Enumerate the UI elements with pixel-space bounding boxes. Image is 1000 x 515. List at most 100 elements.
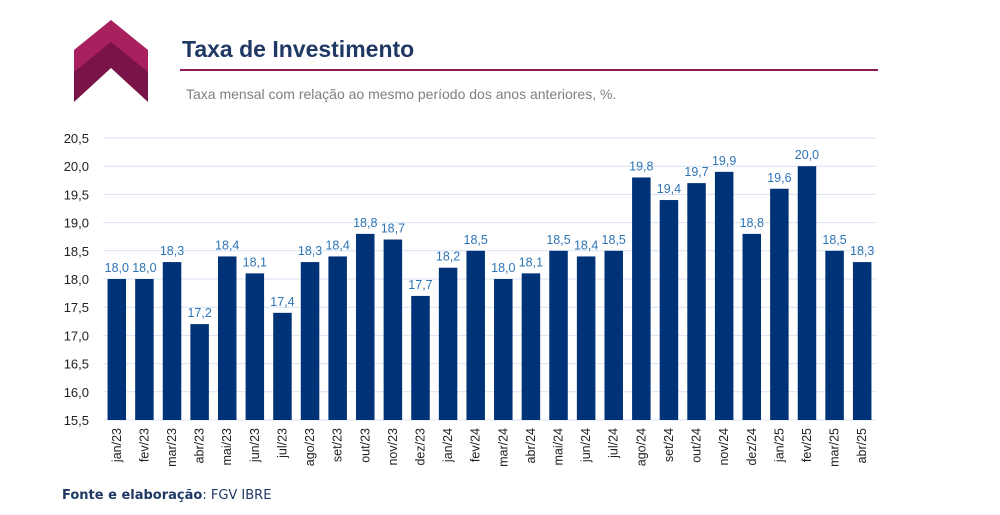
x-tick-label: mar/24 — [496, 428, 510, 467]
x-tick-label: mar/25 — [828, 428, 842, 467]
data-label: 18,5 — [822, 233, 846, 247]
data-label: 18,7 — [381, 222, 405, 236]
data-label: 18,1 — [243, 255, 267, 269]
bar — [273, 312, 292, 420]
bar — [466, 250, 485, 420]
x-tick-label: jan/24 — [441, 428, 455, 463]
data-label: 18,1 — [519, 255, 543, 269]
bar — [245, 273, 265, 420]
x-tick-label: set/24 — [662, 428, 676, 462]
x-tick-label: mar/23 — [165, 428, 179, 467]
data-label: 18,4 — [574, 238, 598, 252]
x-tick-label: out/24 — [690, 428, 704, 463]
bar — [549, 250, 568, 420]
data-label: 18,3 — [850, 244, 874, 258]
source-label: Fonte e elaboração — [62, 488, 203, 503]
y-axis-ticks: 15,5 16,0 16,5 17,0 17,5 18,0 18,5 19,0 19,5 20,0… — [64, 131, 89, 428]
data-labels: 18,0 18,018,317,218,418,117,418,3 18,418,8… — [105, 148, 875, 320]
x-axis-ticks: jan/23 fev/23 mar/23 abr/23 mai/23 jun/23 jul/… — [110, 428, 869, 467]
x-tick-label: dez/24 — [745, 428, 759, 466]
bar — [300, 262, 320, 420]
bar — [742, 233, 762, 420]
bar — [770, 188, 789, 420]
x-tick-label: fev/23 — [137, 428, 151, 462]
x-tick-label: abr/25 — [855, 428, 869, 463]
data-label: 19,7 — [684, 165, 708, 179]
bar — [217, 256, 237, 420]
data-label: 18,3 — [160, 244, 184, 258]
data-label: 17,4 — [270, 295, 294, 309]
x-tick-label: nov/24 — [717, 428, 731, 466]
data-label: 18,3 — [298, 244, 322, 258]
x-tick-label: ago/24 — [634, 428, 648, 466]
x-tick-label: abr/24 — [524, 428, 538, 463]
data-label: 19,6 — [767, 171, 791, 185]
data-label: 18,0 — [105, 261, 129, 275]
bar — [135, 279, 154, 420]
data-label: 17,2 — [187, 306, 211, 320]
x-tick-label: jan/25 — [772, 428, 786, 463]
y-tick-label: 19,0 — [64, 216, 89, 231]
bar — [852, 262, 872, 420]
data-label: 19,9 — [712, 154, 736, 168]
x-tick-label: dez/23 — [413, 428, 427, 466]
source-note: Fonte e elaboração: FGV IBRE — [62, 488, 271, 503]
chart-bars — [107, 166, 872, 420]
x-tick-label: mai/24 — [552, 428, 566, 466]
source-value: : FGV IBRE — [202, 488, 272, 503]
bar — [687, 183, 706, 420]
data-label: 20,0 — [795, 148, 819, 162]
bar — [604, 250, 623, 420]
bar — [162, 262, 182, 420]
y-tick-label: 17,5 — [64, 300, 89, 315]
data-label: 18,2 — [436, 250, 460, 264]
bar — [576, 256, 596, 420]
data-label: 18,4 — [325, 238, 349, 252]
x-tick-label: set/23 — [331, 428, 345, 462]
x-tick-label: jun/23 — [248, 428, 262, 463]
y-tick-label: 17,0 — [64, 328, 89, 343]
y-tick-label: 19,5 — [64, 187, 89, 202]
bar — [438, 267, 458, 420]
bar — [825, 250, 844, 420]
data-label: 17,7 — [408, 278, 432, 292]
x-tick-label: jul/23 — [275, 428, 289, 459]
bar — [356, 233, 375, 420]
bar — [494, 279, 513, 420]
x-tick-label: fev/24 — [469, 428, 483, 462]
y-tick-label: 20,5 — [64, 131, 89, 146]
bar — [328, 256, 347, 420]
y-tick-label: 16,0 — [64, 385, 89, 400]
data-label: 18,5 — [602, 233, 626, 247]
title-divider — [180, 69, 878, 71]
x-tick-label: jul/24 — [607, 428, 621, 459]
bar — [797, 166, 817, 420]
page-title: Taxa de Investimento — [182, 36, 415, 62]
data-label: 18,5 — [464, 233, 488, 247]
y-tick-label: 18,5 — [64, 244, 89, 259]
bar — [411, 295, 430, 420]
data-label: 18,8 — [740, 216, 764, 230]
data-label: 18,4 — [215, 238, 239, 252]
x-tick-label: nov/23 — [386, 428, 400, 466]
x-tick-label: ago/23 — [303, 428, 317, 466]
page-subtitle: Taxa mensal com relação ao mesmo período… — [186, 86, 617, 102]
data-label: 19,8 — [629, 159, 653, 173]
y-tick-label: 16,5 — [64, 357, 89, 372]
x-tick-label: fev/25 — [800, 428, 814, 462]
x-tick-label: jan/23 — [110, 428, 124, 463]
bar — [659, 200, 679, 420]
logo-icon — [74, 20, 148, 102]
data-label: 18,0 — [491, 261, 515, 275]
bar — [190, 324, 209, 420]
x-tick-label: abr/23 — [193, 428, 207, 463]
y-tick-label: 18,0 — [64, 272, 89, 287]
data-label: 18,5 — [546, 233, 570, 247]
bar — [632, 177, 651, 420]
data-label: 18,0 — [132, 261, 156, 275]
bar — [383, 239, 403, 420]
data-label: 18,8 — [353, 216, 377, 230]
bar — [521, 273, 541, 420]
bar — [107, 279, 127, 420]
